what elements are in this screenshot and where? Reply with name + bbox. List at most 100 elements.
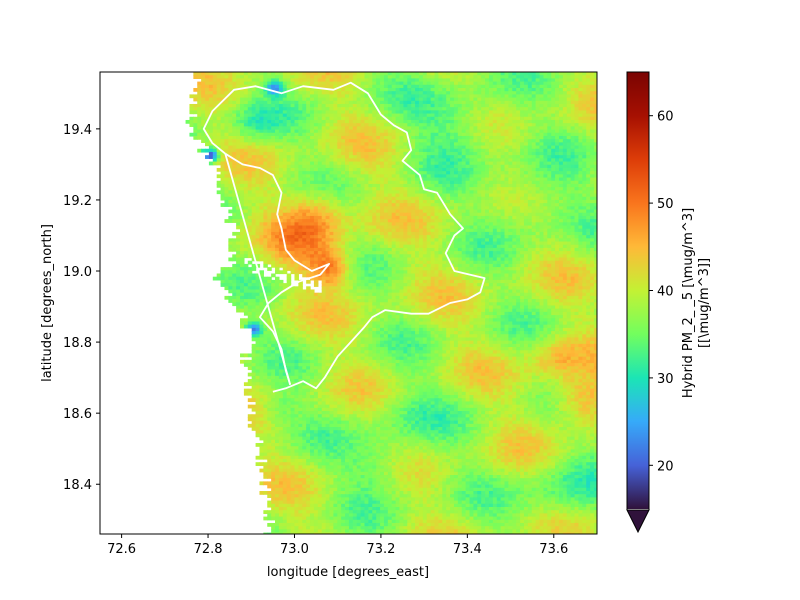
heat-cell bbox=[523, 110, 529, 115]
heat-cell bbox=[383, 139, 389, 143]
heat-cell bbox=[380, 145, 385, 150]
heat-cell bbox=[341, 142, 346, 147]
heat-cell bbox=[418, 91, 424, 95]
heat-cell bbox=[329, 123, 334, 127]
heat-cell bbox=[438, 107, 443, 111]
heat-cell bbox=[356, 132, 362, 137]
heat-cell bbox=[310, 135, 315, 140]
heat-cell bbox=[586, 72, 591, 76]
heat-cell bbox=[469, 129, 474, 134]
heat-cell bbox=[461, 97, 467, 102]
heat-cell bbox=[562, 142, 568, 147]
heat-cell bbox=[263, 148, 268, 153]
heat-cell bbox=[488, 75, 494, 79]
heat-cell bbox=[430, 123, 436, 127]
heat-cell bbox=[337, 129, 342, 134]
heat-cell bbox=[496, 107, 502, 111]
heat-cell bbox=[205, 87, 210, 92]
heat-cell bbox=[407, 113, 412, 118]
heat-cell bbox=[496, 132, 502, 137]
heat-cell bbox=[426, 126, 432, 131]
heat-cell bbox=[290, 135, 296, 140]
heat-cell bbox=[598, 130, 602, 134]
heat-cell bbox=[310, 132, 315, 137]
heat-cell bbox=[562, 103, 568, 108]
heat-cell bbox=[298, 75, 303, 79]
heat-cell bbox=[531, 81, 537, 86]
heat-cell bbox=[348, 87, 354, 92]
heat-cell bbox=[352, 142, 358, 147]
heat-cell bbox=[352, 97, 358, 102]
heat-cell bbox=[294, 132, 299, 137]
heat-cell bbox=[341, 75, 346, 79]
heat-cell bbox=[224, 142, 229, 147]
heat-cell bbox=[236, 142, 241, 147]
heat-cell bbox=[341, 94, 346, 99]
heat-cell bbox=[368, 119, 373, 124]
heat-cell bbox=[372, 110, 377, 115]
heat-cell bbox=[461, 126, 467, 131]
heat-cell bbox=[407, 84, 412, 89]
heat-cell bbox=[321, 94, 327, 99]
heat-cell bbox=[333, 97, 338, 102]
heat-cell bbox=[383, 81, 389, 86]
heat-cell bbox=[492, 87, 498, 92]
heat-cell bbox=[488, 97, 494, 102]
heat-cell bbox=[407, 91, 412, 95]
heat-cell bbox=[461, 135, 467, 140]
heat-cell bbox=[205, 142, 210, 147]
heat-cell bbox=[450, 72, 455, 76]
heat-cell bbox=[555, 84, 560, 89]
heat-cell bbox=[461, 84, 467, 89]
heat-cell bbox=[485, 142, 490, 147]
heat-cell bbox=[520, 142, 525, 147]
heat-cell bbox=[376, 132, 381, 137]
heat-cell bbox=[236, 129, 241, 134]
heat-cell bbox=[488, 107, 494, 111]
heat-cell bbox=[333, 119, 338, 124]
heat-cell bbox=[306, 139, 311, 143]
heat-cell bbox=[391, 103, 397, 108]
heat-cell bbox=[387, 113, 393, 118]
heat-cell bbox=[551, 78, 556, 83]
heat-cell bbox=[383, 72, 389, 76]
heat-cell bbox=[582, 126, 587, 131]
heat-cell bbox=[282, 75, 288, 79]
heat-cell bbox=[465, 126, 471, 131]
heat-cell bbox=[317, 107, 323, 111]
heat-cell bbox=[255, 113, 261, 118]
heat-cell bbox=[457, 84, 463, 89]
heat-cell bbox=[197, 94, 202, 99]
heat-cell bbox=[310, 87, 315, 92]
heat-cell bbox=[500, 145, 506, 150]
heat-cell bbox=[325, 81, 331, 86]
heat-cell bbox=[240, 75, 245, 79]
heat-cell bbox=[208, 107, 214, 111]
heat-cell bbox=[485, 132, 490, 137]
heat-cell bbox=[473, 135, 478, 140]
heat-cell bbox=[598, 165, 602, 169]
heat-cell bbox=[290, 94, 296, 99]
heat-cell bbox=[481, 139, 486, 143]
heat-cell bbox=[574, 123, 580, 127]
heat-cell bbox=[395, 119, 401, 124]
heat-cell bbox=[504, 103, 509, 108]
heat-cell bbox=[286, 91, 292, 95]
heat-cell bbox=[593, 126, 597, 131]
heat-cell bbox=[255, 132, 261, 137]
heat-cell bbox=[298, 135, 303, 140]
heat-cell bbox=[278, 78, 284, 83]
heat-cell bbox=[598, 94, 602, 98]
heat-cell bbox=[364, 126, 369, 131]
heat-cell bbox=[360, 123, 366, 127]
heat-cell bbox=[228, 132, 233, 137]
heat-cell bbox=[333, 75, 338, 79]
heat-cell bbox=[337, 132, 342, 137]
heat-cell bbox=[442, 145, 447, 150]
heat-cell bbox=[520, 75, 525, 79]
heat-cell bbox=[255, 87, 261, 92]
heat-cell bbox=[228, 123, 233, 127]
heat-cell bbox=[391, 78, 397, 83]
heat-cell bbox=[321, 72, 327, 76]
heat-cell bbox=[430, 107, 436, 111]
